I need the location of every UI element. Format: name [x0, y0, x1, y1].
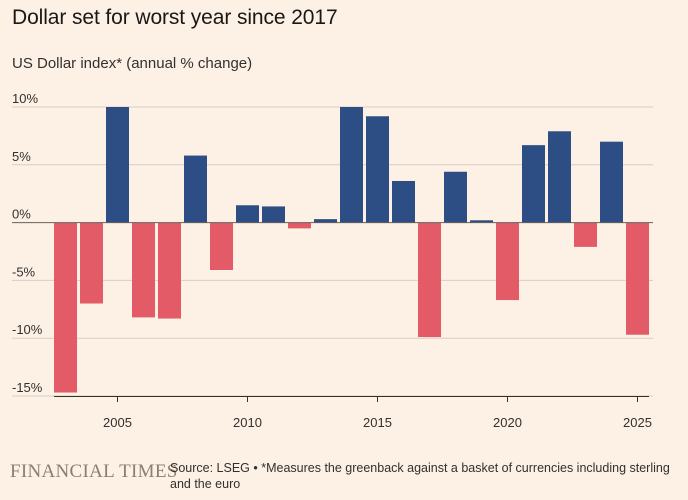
bar-2019	[470, 220, 493, 223]
bar-2025	[626, 222, 649, 335]
ft-logo: FINANCIAL TIMES	[10, 461, 178, 482]
y-tick-label: -5%	[12, 264, 36, 279]
bar-2003	[54, 222, 77, 393]
bar-2013	[314, 219, 337, 223]
chart-title: Dollar set for worst year since 2017	[12, 6, 338, 29]
x-tick-label: 2020	[493, 415, 522, 430]
bar-2020	[496, 222, 519, 301]
x-tick-label: 2015	[363, 415, 392, 430]
bar-2018	[444, 171, 467, 223]
bar-2010	[236, 205, 259, 223]
bar-2008	[184, 155, 207, 223]
y-tick-label: 5%	[12, 149, 31, 164]
bar-2017	[418, 222, 441, 338]
bar-2014	[340, 107, 363, 223]
bar-chart: 10% 5% 0% -5% -10% -15% 2005 2010 2015 2020 2025	[12, 91, 653, 430]
y-tick-label: -15%	[12, 380, 43, 395]
bars	[54, 107, 649, 393]
bar-2021	[522, 145, 545, 223]
bar-2007	[158, 222, 181, 319]
bar-2016	[392, 180, 415, 223]
bar-2006	[132, 222, 155, 318]
x-tick-label: 2005	[103, 415, 132, 430]
bar-2009	[210, 222, 233, 270]
bar-2005	[106, 107, 129, 223]
bar-2012	[288, 222, 311, 229]
chart-subtitle: US Dollar index* (annual % change)	[12, 55, 253, 72]
bar-2015	[366, 116, 389, 223]
y-tick-label: 0%	[12, 207, 31, 222]
bar-2022	[548, 131, 571, 223]
x-tick-label: 2010	[233, 415, 262, 430]
y-axis-labels: 10% 5% 0% -5% -10% -15%	[12, 91, 43, 395]
x-tick-label: 2025	[623, 415, 652, 430]
y-tick-label: 10%	[12, 91, 38, 106]
bar-2024	[600, 141, 623, 223]
bar-2023	[574, 222, 597, 247]
y-tick-label: -10%	[12, 322, 43, 337]
bar-2011	[262, 206, 285, 223]
bar-2004	[80, 222, 103, 304]
x-axis: 2005 2010 2015 2020 2025	[54, 396, 652, 430]
source-note: Source: LSEG • *Measures the greenback a…	[170, 461, 670, 491]
